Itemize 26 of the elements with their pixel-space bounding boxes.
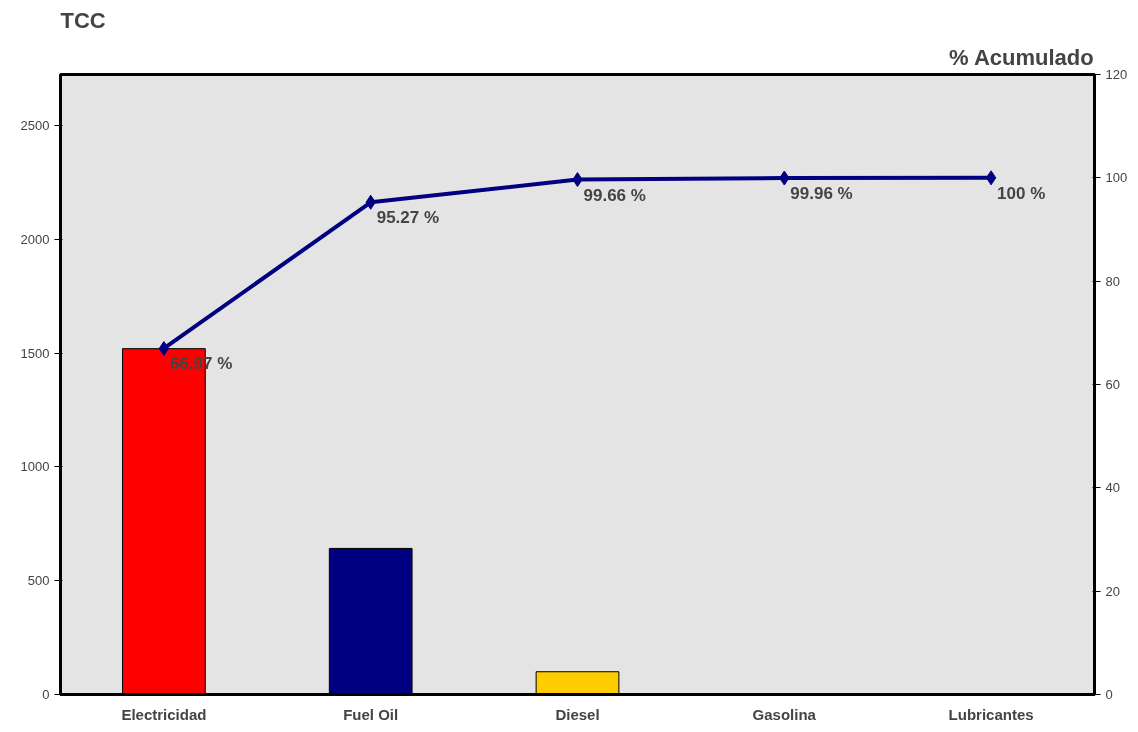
- y-tick-label: 1000: [20, 459, 50, 475]
- y-tick-label: 500: [27, 573, 50, 589]
- y2-tick-label: 20: [1105, 583, 1120, 599]
- data-label: 99.96 %: [790, 184, 853, 204]
- x-tick-label: Fuel Oil: [343, 705, 399, 723]
- point: [158, 340, 170, 356]
- data-label: 100 %: [997, 183, 1046, 203]
- y-axis-title: TCC: [60, 7, 106, 33]
- data-label: 99.66 %: [583, 185, 646, 205]
- y2-tick-label: 0: [1105, 687, 1113, 702]
- y2-tick-label: 40: [1105, 480, 1120, 496]
- y-tick-label: 2000: [20, 231, 50, 247]
- data-label: 95.27 %: [376, 208, 440, 228]
- y-tick-label: 2500: [20, 118, 50, 134]
- x-tick-label: Lubricantes: [948, 705, 1034, 723]
- y-tick-label: 0: [42, 687, 50, 702]
- y2-tick-label: 80: [1105, 273, 1120, 289]
- point: [985, 170, 997, 186]
- x-tick-label: Diesel: [555, 705, 600, 723]
- y2-axis-title: % Acumulado: [949, 44, 1094, 70]
- y2-tick-label: 120: [1105, 67, 1128, 82]
- y2-tick-label: 60: [1105, 377, 1120, 392]
- x-tick-label: Electricidad: [121, 705, 207, 723]
- x-tick-label: Gasolina: [752, 705, 817, 723]
- y2-tick-label: 100: [1105, 170, 1128, 186]
- y-tick-label: 1500: [20, 345, 50, 361]
